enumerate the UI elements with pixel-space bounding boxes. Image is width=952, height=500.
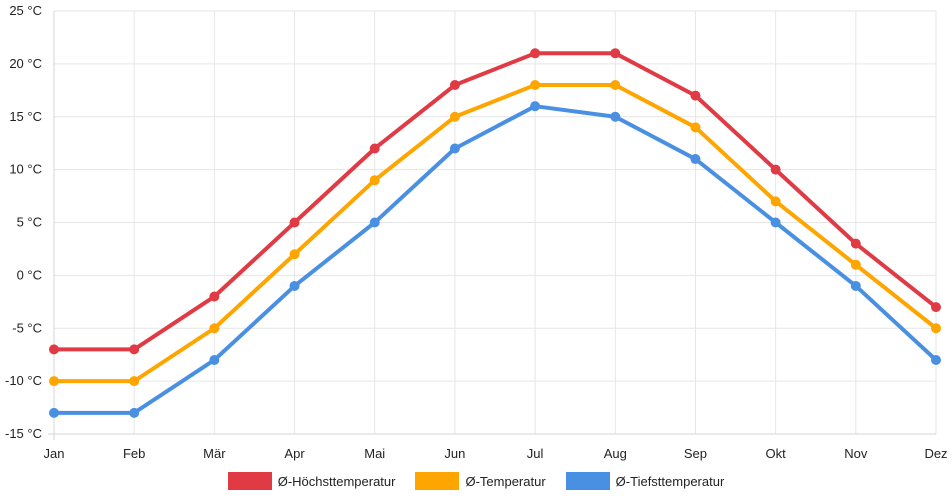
- data-point[interactable]: [530, 48, 541, 59]
- x-axis-ticks: Jan Feb Mär Apr Mai Jun Jul Aug Sep Okt Nov Dez: [44, 446, 948, 461]
- legend-item-max[interactable]: Ø-Höchsttemperatur: [227, 472, 396, 490]
- y-tick-label: 20 °C: [9, 56, 42, 71]
- data-point[interactable]: [931, 354, 941, 365]
- data-point[interactable]: [770, 164, 781, 175]
- data-point[interactable]: [931, 323, 941, 334]
- y-tick-label: 0 °C: [17, 267, 42, 282]
- x-tick-label: Feb: [123, 446, 145, 461]
- x-tick-label: Nov: [844, 446, 868, 461]
- data-point[interactable]: [289, 249, 300, 260]
- data-point[interactable]: [690, 154, 701, 165]
- data-point[interactable]: [289, 280, 300, 291]
- data-point[interactable]: [690, 90, 701, 101]
- legend-swatch-avg: [415, 472, 460, 490]
- x-tick-label: Mai: [364, 446, 385, 461]
- data-point[interactable]: [369, 217, 380, 228]
- y-tick-label: -10 °C: [5, 373, 42, 388]
- legend-item-avg[interactable]: Ø-Temperatur: [415, 472, 546, 490]
- data-point[interactable]: [850, 259, 861, 270]
- y-axis-ticks: 25 °C 20 °C 15 °C 10 °C 5 °C 0 °C -5 °C -10 °C -…: [5, 3, 42, 441]
- y-tick-label: 5 °C: [17, 215, 42, 230]
- data-point[interactable]: [369, 143, 380, 154]
- series-line-2: [52, 104, 938, 415]
- x-tick-label: Mär: [203, 446, 226, 461]
- y-tick-label: 25 °C: [9, 3, 42, 18]
- legend-item-min[interactable]: Ø-Tiefsttemperatur: [565, 472, 725, 490]
- legend-swatch-max: [227, 472, 272, 490]
- data-point[interactable]: [369, 175, 380, 186]
- data-point[interactable]: [530, 80, 541, 91]
- legend-label-min: Ø-Tiefsttemperatur: [615, 473, 725, 489]
- x-tick-label: Jan: [44, 446, 65, 461]
- legend-label-avg: Ø-Temperatur: [465, 473, 546, 489]
- x-tick-label: Sep: [684, 446, 707, 461]
- series-line-1: [52, 83, 938, 384]
- data-point[interactable]: [610, 111, 621, 122]
- x-tick-label: Jul: [527, 446, 544, 461]
- data-point[interactable]: [449, 80, 460, 91]
- data-point[interactable]: [850, 238, 861, 249]
- series: [49, 48, 941, 418]
- data-point[interactable]: [49, 344, 59, 355]
- data-point[interactable]: [209, 323, 220, 334]
- data-point[interactable]: [850, 280, 861, 291]
- data-point[interactable]: [209, 354, 220, 365]
- data-point[interactable]: [49, 407, 59, 418]
- x-tick-label: Jun: [444, 446, 465, 461]
- y-tick-label: -5 °C: [12, 320, 42, 335]
- data-point[interactable]: [129, 407, 140, 418]
- data-point[interactable]: [129, 376, 140, 387]
- data-point[interactable]: [770, 217, 781, 228]
- data-point[interactable]: [49, 376, 59, 387]
- data-point[interactable]: [289, 217, 300, 228]
- data-point[interactable]: [530, 101, 541, 112]
- y-tick-label: -15 °C: [5, 426, 42, 441]
- data-point[interactable]: [449, 111, 460, 122]
- x-tick-label: Aug: [604, 446, 627, 461]
- y-tick-label: 15 °C: [9, 109, 42, 124]
- x-tick-label: Dez: [924, 446, 947, 461]
- legend: Ø-Höchsttemperatur Ø-Temperatur Ø-Tiefst…: [0, 472, 952, 490]
- data-point[interactable]: [690, 122, 701, 133]
- legend-swatch-min: [565, 472, 610, 490]
- temperature-chart: 25 °C 20 °C 15 °C 10 °C 5 °C 0 °C -5 °C -10 °C -…: [5, 3, 948, 461]
- x-tick-label: Okt: [766, 446, 787, 461]
- data-point[interactable]: [770, 196, 781, 207]
- y-tick-label: 10 °C: [9, 162, 42, 177]
- data-point[interactable]: [129, 344, 140, 355]
- series-line-0: [52, 51, 938, 352]
- data-point[interactable]: [610, 80, 621, 91]
- grid: [48, 10, 937, 440]
- data-point[interactable]: [610, 48, 621, 59]
- data-point[interactable]: [449, 143, 460, 154]
- x-tick-label: Apr: [284, 446, 305, 461]
- data-point[interactable]: [931, 302, 941, 313]
- legend-label-max: Ø-Höchsttemperatur: [277, 473, 396, 489]
- data-point[interactable]: [209, 291, 220, 302]
